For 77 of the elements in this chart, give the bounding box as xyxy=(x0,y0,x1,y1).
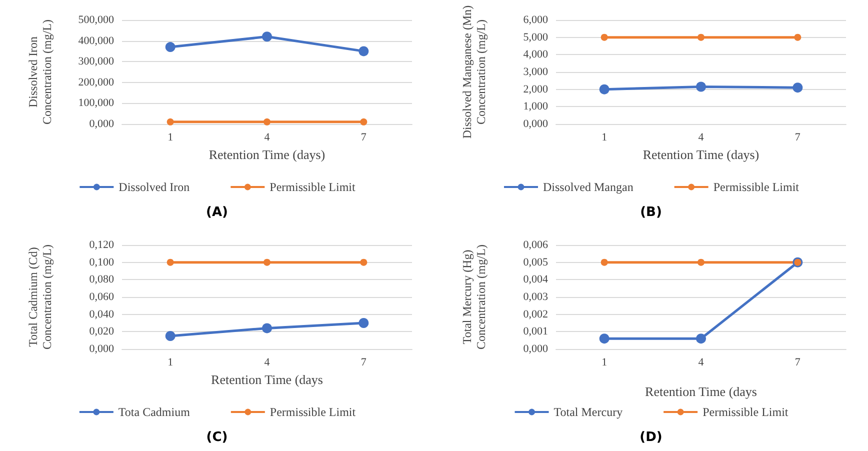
point xyxy=(358,46,369,56)
x-tick-label: 1 xyxy=(168,356,174,368)
y-tick-label: 100,000 xyxy=(78,97,114,110)
x-tick-label: 4 xyxy=(264,132,270,144)
point xyxy=(600,34,608,41)
y-tick-label: 2,000 xyxy=(523,83,548,96)
y-tick-label: 0,120 xyxy=(89,239,114,251)
y-tick-label: 0,020 xyxy=(89,326,114,338)
x-axis-title: Retention Time (days) xyxy=(642,147,760,162)
legend-label: Tota Cadmium xyxy=(118,405,191,419)
point xyxy=(360,258,368,266)
point xyxy=(599,84,610,94)
y-axis-title: Dissolved Manganese (Mn) Concentration (mg/L) xyxy=(460,5,488,139)
x-tick-label: 1 xyxy=(168,132,174,144)
y-tick-label: 1,000 xyxy=(523,100,548,113)
text: (A) xyxy=(206,205,228,220)
point xyxy=(262,32,272,42)
point xyxy=(792,82,803,93)
y-tick-label: 6,000 xyxy=(523,14,548,26)
y-tick-label: 200,000 xyxy=(78,76,114,88)
y-tick-label: 0,000 xyxy=(89,118,114,130)
y-tick-label: 0,003 xyxy=(523,291,548,303)
point xyxy=(696,82,706,92)
y-tick-label: 3,000 xyxy=(523,66,548,78)
point xyxy=(794,34,802,41)
y-tick-label: 400,000 xyxy=(78,34,114,47)
y-tick-label: 0,005 xyxy=(523,256,548,268)
legend-label: Total Mercury xyxy=(554,405,623,419)
legend-label: Dissolved Iron xyxy=(118,180,190,194)
point xyxy=(262,323,272,334)
x-axis-title: Retention Time (days xyxy=(645,384,757,399)
y-tick-label: 4,000 xyxy=(523,48,548,61)
y-tick-label: 0,060 xyxy=(89,291,114,303)
y-tick-label: 0,080 xyxy=(89,274,114,286)
y-tick-label: 0,004 xyxy=(523,274,548,286)
y-tick-label: 0,000 xyxy=(523,118,548,130)
y-tick-label: 500,000 xyxy=(78,14,114,26)
point xyxy=(264,258,270,266)
legend-label: Permissible Limit xyxy=(270,180,356,194)
y-tick-label: 300,000 xyxy=(78,56,114,68)
y-tick-label: 0,100 xyxy=(89,256,114,268)
y-axis-title: Total Mercury (Hg) Concentration (mg/L) xyxy=(460,244,488,350)
x-tick-label: 1 xyxy=(602,356,608,368)
y-tick-label: 0,002 xyxy=(523,308,548,320)
x-axis-title: Retention Time (days) xyxy=(208,147,326,162)
legend-label: Permissible Limit xyxy=(270,405,356,419)
y-tick-label: 0,001 xyxy=(523,326,548,338)
x-axis-title: Retention Time (days xyxy=(211,372,323,387)
x-tick-label: 4 xyxy=(698,132,704,144)
point xyxy=(358,318,369,328)
x-tick-label: 1 xyxy=(602,132,608,144)
legend-label: Permissible Limit xyxy=(713,180,800,194)
x-tick-label: 7 xyxy=(794,132,801,144)
x-tick-label: 7 xyxy=(360,356,367,368)
point xyxy=(165,331,176,341)
x-tick-label: 7 xyxy=(360,132,367,144)
text: (B) xyxy=(640,205,662,220)
y-tick-label: 0,006 xyxy=(523,239,548,251)
x-tick-label: 4 xyxy=(698,356,704,368)
legend-label: Permissible Limit xyxy=(702,405,789,419)
x-tick-label: 7 xyxy=(794,356,801,368)
text: (C) xyxy=(206,430,228,445)
point xyxy=(698,34,704,41)
point xyxy=(165,42,176,52)
text: (D) xyxy=(640,430,662,445)
y-tick-label: 0,040 xyxy=(89,308,114,320)
y-tick-label: 0,000 xyxy=(523,343,548,355)
point xyxy=(360,118,368,126)
point xyxy=(166,258,174,266)
y-tick-label: 5,000 xyxy=(523,31,548,44)
y-axis-title: Total Cadmium (Cd) Concentration (mg/L) xyxy=(26,244,54,350)
point xyxy=(166,118,174,126)
point xyxy=(264,118,270,126)
legend-label: Dissolved Mangan xyxy=(543,180,634,194)
y-tick-label: 0,000 xyxy=(89,343,114,355)
y-axis-title: Dissolved Iron Concentration (mg/L) xyxy=(26,20,54,124)
x-tick-label: 4 xyxy=(264,356,270,368)
